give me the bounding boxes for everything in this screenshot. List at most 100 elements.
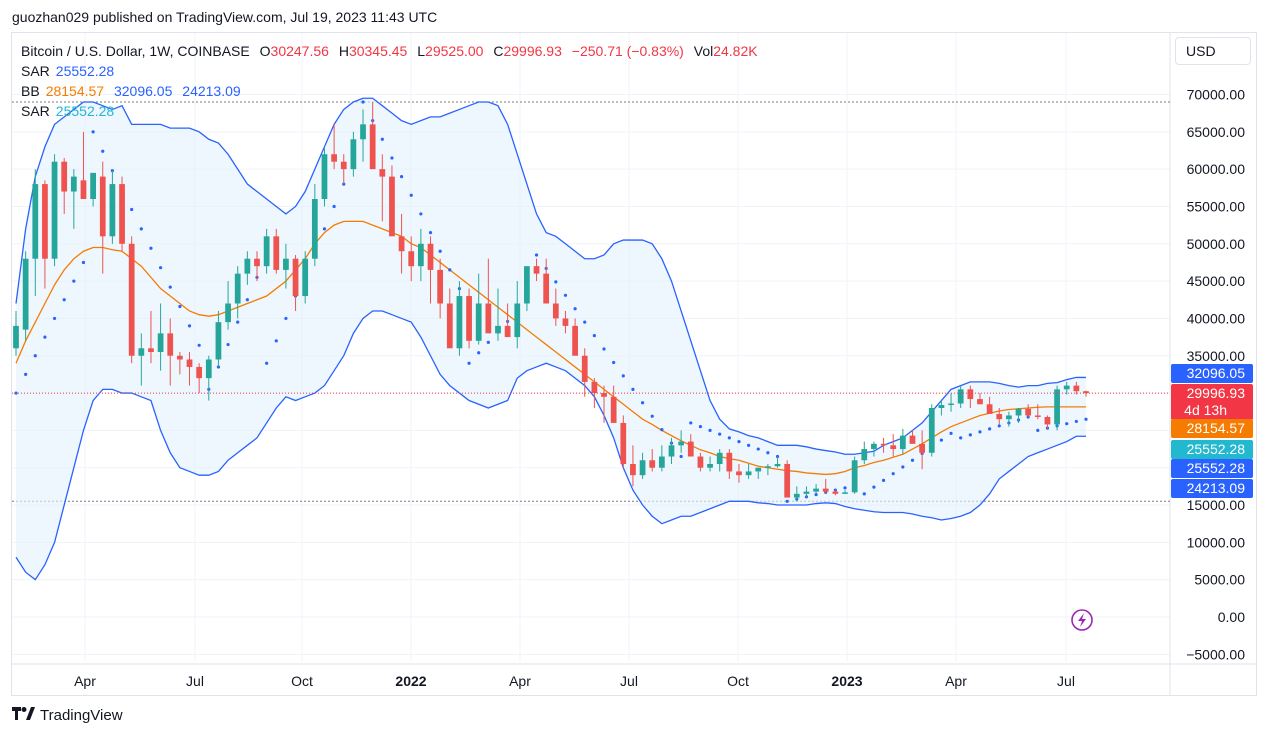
close-label: C: [493, 43, 504, 59]
x-tick-label: Apr: [945, 673, 967, 689]
candle-body: [774, 463, 781, 467]
lightning-icon[interactable]: [1071, 609, 1093, 631]
sar-dot: [409, 193, 413, 197]
price-badge-label: 25552.28: [1187, 441, 1246, 457]
symbol-description: Bitcoin / U.S. Dollar, 1W, COINBASE: [21, 43, 250, 59]
candle-body: [254, 258, 260, 267]
chart-frame[interactable]: [11, 32, 1257, 696]
candle-body: [1044, 416, 1051, 425]
sar-dot: [872, 485, 876, 489]
sar-dot: [881, 478, 886, 483]
sar-dot: [477, 351, 481, 355]
price-badge-label: 28154.57: [1187, 420, 1246, 436]
sar-dot: [284, 316, 288, 321]
candle-body: [321, 154, 328, 199]
candle-body: [736, 471, 742, 476]
candle-body: [128, 243, 135, 356]
x-tick-label: 2023: [831, 673, 862, 689]
bb-upper-value: 32096.05: [113, 83, 173, 99]
candle-body: [890, 445, 897, 450]
x-tick-label: Oct: [727, 673, 749, 689]
price-badge-label: 25552.28: [1187, 460, 1246, 476]
candle-body: [485, 303, 492, 334]
sar-dot: [621, 374, 625, 378]
sar-dot: [197, 343, 201, 347]
candle-body: [678, 441, 685, 446]
low-label: L: [417, 43, 426, 59]
sar-dot: [52, 316, 57, 321]
candle-body: [572, 325, 578, 356]
candle-body: [360, 124, 366, 140]
sar-dot: [689, 421, 693, 425]
candle-body: [726, 452, 733, 472]
sar-dot: [612, 360, 616, 365]
x-tick-label: Apr: [74, 673, 96, 689]
sar-dot: [178, 304, 182, 309]
sar-dot: [814, 492, 818, 497]
legend-symbol-row[interactable]: Bitcoin / U.S. Dollar, 1W, COINBASE O302…: [21, 41, 758, 61]
candle-body: [649, 460, 656, 468]
candle-body: [957, 389, 964, 404]
candle-body: [263, 236, 270, 267]
candle-body: [687, 441, 694, 457]
sar-dot: [72, 279, 76, 283]
candle-body: [832, 491, 839, 494]
x-tick-label: 2022: [395, 673, 426, 689]
footer-brand[interactable]: TradingView: [12, 707, 123, 724]
bb-label: BB: [21, 83, 40, 99]
candle-body: [70, 176, 77, 192]
candle-body: [340, 161, 347, 170]
sar-dot: [843, 486, 847, 490]
price-badge: [1171, 384, 1253, 420]
y-tick-label: 40000.00: [1187, 310, 1246, 326]
candle-body: [755, 467, 762, 472]
sar-dot: [168, 285, 172, 289]
y-tick-label: 60000.00: [1187, 161, 1246, 177]
sar-dot: [245, 298, 249, 302]
candle-body: [842, 492, 848, 494]
legend-sar2-row[interactable]: SAR 25552.28: [21, 101, 758, 121]
price-badge: [1171, 479, 1253, 498]
sar-dot: [265, 361, 269, 365]
y-tick-label: −5000.00: [1186, 646, 1245, 662]
y-tick-label: 15000.00: [1187, 497, 1246, 513]
sar-dot: [467, 361, 471, 365]
legend-sar1-row[interactable]: SAR 25552.28: [21, 61, 758, 81]
sar-dot: [33, 354, 37, 358]
candle-body: [475, 303, 482, 341]
y-tick-label: 65000.00: [1187, 124, 1246, 140]
sar-dot: [910, 458, 915, 462]
sar-dot: [149, 246, 153, 250]
candle-body: [456, 296, 463, 349]
sar-dot: [1036, 428, 1040, 432]
sar-dot: [438, 249, 442, 253]
sar-dot: [631, 387, 635, 391]
x-tick-label: Jul: [1057, 673, 1075, 689]
candle-body: [1015, 408, 1022, 416]
sar-dot: [766, 451, 770, 455]
price-badge: [1171, 419, 1253, 438]
sar-dot: [785, 499, 789, 503]
candle-body: [119, 184, 125, 244]
currency-button[interactable]: USD: [1175, 37, 1251, 65]
sar-dot: [959, 436, 963, 440]
sar-dot: [862, 492, 866, 496]
candle-body: [928, 408, 935, 453]
y-tick-label: 55000.00: [1187, 198, 1246, 214]
sar-dot: [158, 266, 163, 270]
sar-dot: [901, 465, 905, 469]
candle-body: [745, 471, 752, 476]
candle-body: [1083, 391, 1089, 394]
candle-body: [1063, 385, 1070, 390]
candle-body: [22, 258, 29, 330]
y-tick-label: 0.00: [1218, 609, 1245, 625]
candle-body: [1073, 385, 1080, 392]
candle-body: [176, 355, 183, 360]
candle-body: [822, 488, 829, 492]
candle-body: [524, 266, 530, 304]
legend-bb-row[interactable]: BB 28154.57 32096.05 24213.09: [21, 81, 758, 101]
candle-body: [42, 184, 48, 259]
bb-lower-value: 24213.09: [182, 83, 241, 99]
sar-dot: [534, 253, 539, 257]
